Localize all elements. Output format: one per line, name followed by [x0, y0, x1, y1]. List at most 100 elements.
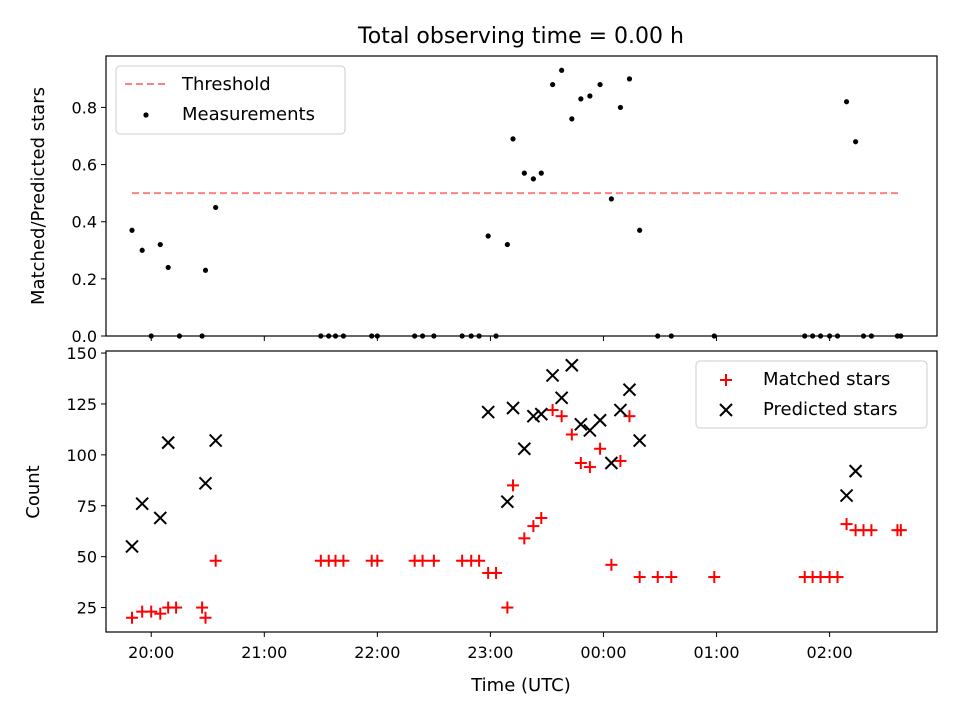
matched-star-marker	[337, 554, 350, 567]
predicted-star-marker	[839, 488, 854, 503]
predicted-star-marker	[125, 539, 139, 554]
matched-star-marker	[708, 571, 721, 584]
matched-star-marker	[894, 524, 907, 537]
bottom-y-axis-label: Count	[23, 465, 44, 518]
predicted-star-marker	[593, 413, 607, 427]
top-plot-frame	[105, 55, 938, 337]
predicted-star-marker	[604, 456, 619, 470]
predicted-star-marker	[574, 417, 588, 432]
matched-star-marker	[371, 554, 384, 567]
matched-star-marker	[199, 611, 212, 624]
matched-star-marker	[145, 605, 158, 618]
x-tick-label: 02:00	[807, 643, 853, 662]
x-tick-label: 22:00	[354, 643, 400, 662]
top-y-axis-label: Matched/Predicted stars	[28, 87, 49, 305]
measurement-point	[129, 227, 135, 233]
matched-star-marker	[518, 532, 531, 545]
matched-star-marker	[840, 518, 853, 531]
predicted-star-marker	[153, 511, 167, 525]
predicted-star-marker	[506, 401, 520, 415]
measurement-point	[578, 96, 584, 102]
top-y-axis-ticks: 0.0 0.2 0.4 0.6 0.8	[72, 98, 106, 346]
top-x-axis-ticks	[150, 336, 831, 341]
measurement-point	[597, 81, 603, 88]
matched-star-marker	[196, 601, 209, 614]
bottom-y-tick-label: 25	[77, 599, 97, 618]
matched-star-marker	[170, 601, 183, 614]
predicted-star-marker	[545, 368, 560, 383]
predicted-star-marker	[198, 476, 213, 491]
measurement-point	[165, 264, 171, 271]
measurement-point	[521, 170, 527, 176]
predicted-star-marker	[632, 433, 647, 448]
x-axis-label: Time (UTC)	[470, 675, 571, 696]
matched-star-marker	[535, 511, 548, 524]
top-y-tick-label: 0.6	[72, 156, 97, 175]
measurement-point	[852, 139, 859, 145]
matched-star-marker	[527, 520, 540, 533]
predicted-star-marker	[208, 433, 223, 448]
measurement-point	[587, 93, 593, 99]
bottom-legend: Matched stars Predicted stars	[695, 360, 928, 429]
matched-star-marker	[490, 566, 503, 579]
matched-star-marker	[583, 461, 596, 474]
measurement-point	[549, 81, 556, 88]
matched-legend-label: Matched stars	[763, 369, 890, 390]
x-tick-label: 23:00	[467, 643, 513, 662]
bottom-y-tick-label: 125	[66, 395, 97, 414]
bottom-y-tick-label: 50	[77, 548, 97, 567]
matched-star-marker	[665, 571, 678, 584]
matched-stars-layer	[126, 404, 907, 624]
matched-star-marker	[546, 404, 559, 417]
predicted-star-marker	[135, 497, 149, 511]
measurement-point	[559, 67, 565, 73]
top-panel: 0.00.20.40.60.8 Matched/Predicted stars …	[28, 55, 938, 346]
measurement-point	[569, 116, 575, 122]
predicted-star-marker	[583, 423, 597, 438]
matched-star-marker	[831, 571, 844, 584]
top-y-tick-label: 0.4	[72, 213, 97, 232]
matched-star-marker	[614, 454, 627, 467]
top-legend: Threshold Measurements	[115, 65, 346, 135]
bottom-y-axis-ticks: 25 50 75 100 125 150	[66, 344, 106, 618]
matched-star-marker	[651, 571, 664, 584]
predicted-star-marker	[554, 391, 569, 405]
matched-star-marker	[154, 607, 167, 620]
measurement-point	[843, 99, 850, 105]
bottom-y-tick-label: 150	[66, 344, 97, 363]
measurement-point	[530, 176, 536, 182]
predicted-star-marker	[534, 407, 548, 421]
matched-star-marker	[416, 554, 429, 567]
top-chart-title: Total observing time = 0.00 h	[357, 24, 684, 49]
x-tick-label: 01:00	[693, 643, 739, 662]
matched-star-marker	[633, 571, 646, 584]
matched-legend-marker	[720, 374, 732, 386]
predicted-star-marker	[500, 494, 515, 509]
matched-star-marker	[427, 554, 440, 567]
measurement-point	[608, 196, 614, 202]
measurements-legend-marker	[143, 112, 149, 118]
matched-star-marker	[865, 524, 878, 537]
measurement-point	[485, 233, 491, 239]
predicted-star-marker	[481, 405, 495, 419]
matched-star-marker	[473, 554, 486, 567]
threshold-legend-label: Threshold	[181, 74, 271, 95]
predicted-star-marker	[565, 358, 579, 372]
predicted-star-marker	[613, 403, 628, 417]
bottom-x-axis-ticks: 20:00 21:00 22:00 23:00 00:00 01:00 02:00	[128, 632, 853, 662]
x-tick-label: 00:00	[580, 643, 626, 662]
matched-star-marker	[126, 611, 139, 624]
predicted-star-marker	[526, 409, 541, 423]
bottom-panel: 25 50 75 100 125 150 20:00 21:00 22:00 23:00 00:0…	[23, 344, 938, 696]
top-y-tick-label: 0.0	[72, 327, 97, 346]
matched-star-marker	[507, 479, 520, 492]
measurement-point	[538, 170, 544, 176]
measurement-point	[637, 227, 643, 233]
predicted-legend-label: Predicted stars	[763, 399, 897, 420]
bottom-y-tick-label: 100	[66, 446, 97, 465]
bottom-plot-frame	[105, 350, 938, 633]
measurement-point	[510, 136, 516, 142]
predicted-legend-marker	[719, 403, 733, 417]
measurements-legend-label: Measurements	[182, 104, 315, 125]
